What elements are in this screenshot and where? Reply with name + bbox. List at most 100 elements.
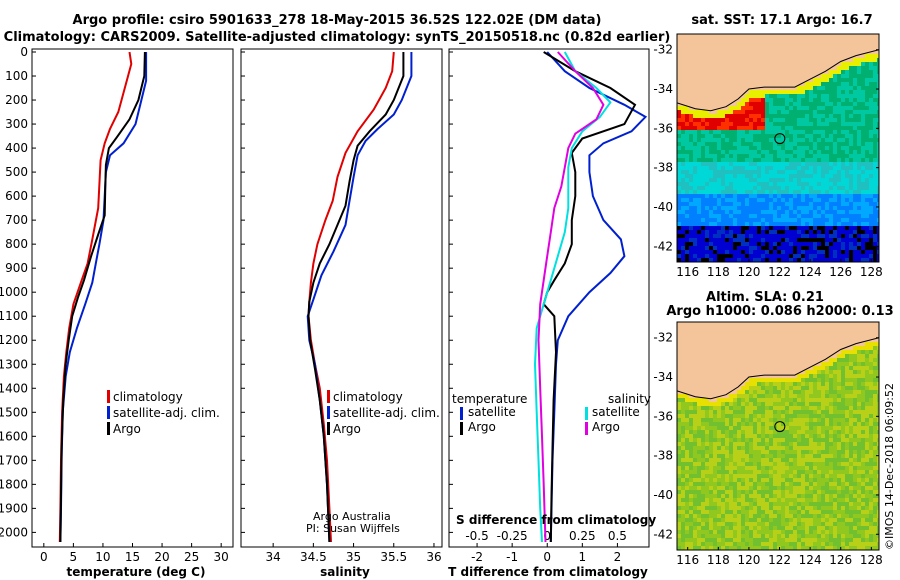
map-cell — [741, 238, 745, 242]
map-cell — [861, 350, 865, 354]
map-cell — [713, 238, 717, 242]
map-cell — [841, 94, 845, 98]
map-cell — [717, 354, 721, 358]
map-cell — [721, 50, 725, 54]
map-cell — [861, 330, 865, 334]
map-cell — [733, 126, 737, 130]
map-cell — [681, 70, 685, 74]
map-cell — [785, 110, 789, 114]
map-cell — [813, 98, 817, 102]
map-cell — [865, 178, 869, 182]
map-cell — [725, 46, 729, 50]
map-cell — [785, 342, 789, 346]
map-cell — [785, 226, 789, 230]
map-cell — [777, 162, 781, 166]
map-cell — [753, 238, 757, 242]
map-cell — [693, 390, 697, 394]
map-cell — [809, 394, 813, 398]
map-cell — [813, 34, 817, 38]
map-cell — [877, 362, 879, 366]
map-cell — [869, 190, 873, 194]
map-cell — [837, 346, 841, 350]
map-cell — [701, 74, 705, 78]
map-cell — [821, 114, 825, 118]
map-cell — [693, 98, 697, 102]
map-cell — [677, 462, 681, 466]
map-cell — [849, 86, 853, 90]
map-cell — [737, 206, 741, 210]
map-cell — [793, 254, 797, 258]
map-cell — [833, 134, 837, 138]
map-cell — [829, 154, 833, 158]
map-cell — [749, 150, 753, 154]
map-cell — [785, 122, 789, 126]
map-cell — [837, 218, 841, 222]
map-cell — [837, 334, 841, 338]
map-cell — [757, 38, 761, 42]
map-cell — [681, 90, 685, 94]
map-cell — [817, 382, 821, 386]
map-cell — [737, 70, 741, 74]
map-cell — [761, 82, 765, 86]
map-cell — [689, 410, 693, 414]
map-cell — [797, 446, 801, 450]
map-cell — [837, 414, 841, 418]
map-cell — [745, 142, 749, 146]
map-cell — [709, 250, 713, 254]
map-cell — [693, 54, 697, 58]
map-cell — [793, 234, 797, 238]
map-cell — [705, 82, 709, 86]
map-cell — [705, 342, 709, 346]
map-cell — [681, 214, 685, 218]
map-cell — [853, 402, 857, 406]
map-cell — [753, 242, 757, 246]
map-cell — [837, 222, 841, 226]
map-cell — [797, 114, 801, 118]
map-cell — [785, 166, 789, 170]
map-cell — [709, 62, 713, 66]
map-cell — [737, 98, 741, 102]
map-cell — [873, 90, 877, 94]
map-cell — [709, 194, 713, 198]
map-cell — [677, 434, 681, 438]
map-cell — [733, 102, 737, 106]
map-cell — [821, 82, 825, 86]
map-cell — [753, 154, 757, 158]
map-cell — [741, 174, 745, 178]
map-cell — [705, 330, 709, 334]
map-cell — [717, 358, 721, 362]
map-cell — [697, 114, 701, 118]
map-cell — [701, 430, 705, 434]
map-cell — [849, 322, 853, 326]
map-cell — [765, 390, 769, 394]
map-cell — [737, 150, 741, 154]
map-cell — [869, 210, 873, 214]
map-cell — [785, 442, 789, 446]
map-cell — [725, 438, 729, 442]
map-cell — [701, 450, 705, 454]
map-cell — [765, 218, 769, 222]
map-cell — [829, 54, 833, 58]
map-cell — [841, 390, 845, 394]
map-cell — [877, 206, 879, 210]
map-cell — [749, 390, 753, 394]
map-cell — [781, 446, 785, 450]
map-cell — [865, 414, 869, 418]
map-cell — [777, 218, 781, 222]
map-cell — [813, 394, 817, 398]
map-cell — [829, 190, 833, 194]
map-cell — [721, 342, 725, 346]
map-cell — [761, 202, 765, 206]
map-cell — [853, 446, 857, 450]
map-cell — [693, 334, 697, 338]
map-cell — [789, 150, 793, 154]
map-cell — [865, 242, 869, 246]
map-cell — [809, 458, 813, 462]
map-cell — [813, 142, 817, 146]
map-cell — [685, 194, 689, 198]
map-cell — [693, 242, 697, 246]
map-cell — [857, 234, 861, 238]
map-cell — [741, 150, 745, 154]
map-cell — [845, 354, 849, 358]
map-cell — [797, 462, 801, 466]
